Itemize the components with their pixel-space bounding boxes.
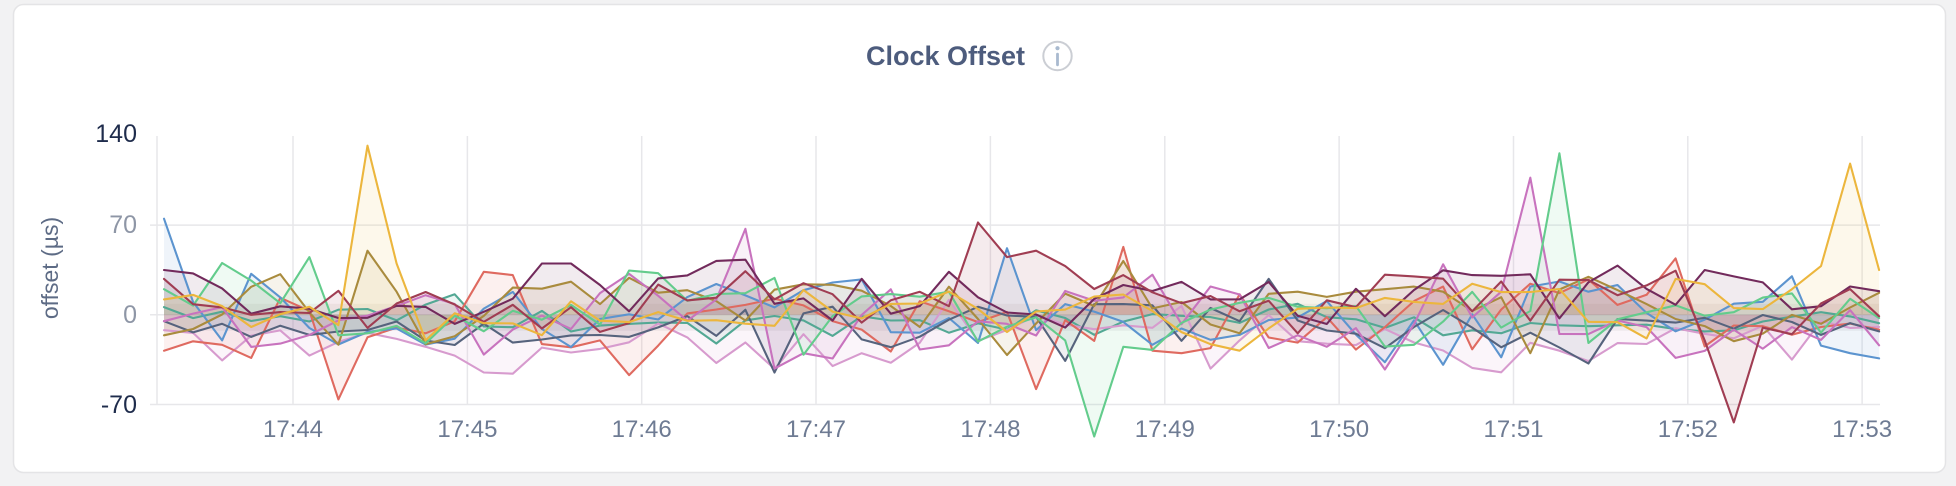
svg-text:17:50: 17:50 <box>1309 416 1369 443</box>
svg-text:17:53: 17:53 <box>1832 416 1892 443</box>
svg-text:17:45: 17:45 <box>437 416 497 443</box>
svg-text:17:47: 17:47 <box>786 416 846 443</box>
svg-text:140: 140 <box>95 120 137 148</box>
svg-text:Clock Offset: Clock Offset <box>866 41 1025 71</box>
svg-text:17:51: 17:51 <box>1483 416 1543 443</box>
svg-text:17:44: 17:44 <box>263 416 323 443</box>
svg-text:0: 0 <box>123 301 137 329</box>
svg-text:17:49: 17:49 <box>1135 416 1195 443</box>
svg-text:17:52: 17:52 <box>1658 416 1718 443</box>
svg-text:offset (µs): offset (µs) <box>37 217 63 319</box>
svg-text:17:48: 17:48 <box>960 416 1020 443</box>
svg-text:-70: -70 <box>101 391 137 419</box>
svg-text:17:46: 17:46 <box>612 416 672 443</box>
svg-text:70: 70 <box>109 211 137 239</box>
